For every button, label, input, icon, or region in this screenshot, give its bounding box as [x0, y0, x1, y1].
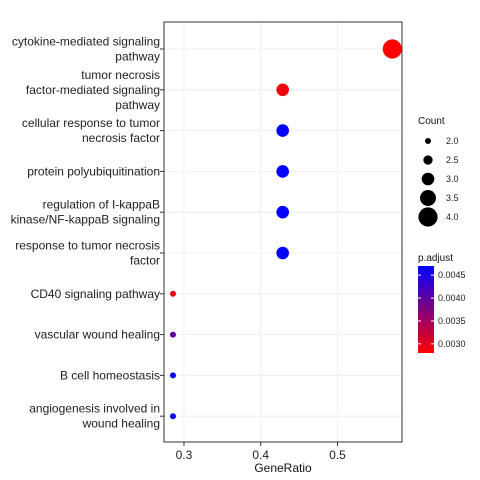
y-tick-label-line: tumor necrosis [81, 68, 160, 82]
data-point [382, 39, 402, 59]
y-tick-label: cytokine-mediated signaling pathway [12, 35, 160, 64]
y-axis: cytokine-mediated signaling pathwaytumor … [11, 35, 164, 431]
data-points [169, 39, 402, 420]
y-tick-label-line: wound healing [82, 417, 160, 431]
size-legend-label: 3.0 [446, 174, 459, 184]
data-point [276, 246, 289, 260]
y-tick-label-line: necrosis factor [82, 131, 160, 145]
color-legend: p.adjust 0.0030 0.0035 0.0040 0.0045 [418, 253, 466, 353]
y-tick-label: angiogenesis involved in wound healing [29, 402, 160, 431]
y-tick-label-line: response to tumor necrosis [15, 239, 160, 253]
color-legend-title: p.adjust [418, 253, 453, 264]
y-tick-label: response to tumor necrosis factor [15, 239, 160, 268]
size-legend-key [425, 138, 431, 144]
data-point [169, 331, 176, 338]
y-tick-label-line: pathway [115, 98, 160, 112]
color-legend-label: 0.0035 [438, 316, 466, 326]
y-tick-label-line: factor [130, 254, 160, 268]
size-legend-label: 4.0 [446, 212, 459, 222]
data-point [276, 205, 289, 219]
y-tick-label-line: pathway [115, 50, 160, 64]
data-point [169, 372, 176, 379]
y-tick-label-line: CD40 signaling pathway [31, 287, 160, 301]
y-tick-label-line: protein polyubiquitination [27, 164, 160, 178]
size-legend-title: Count [418, 116, 445, 127]
color-legend-label: 0.0040 [438, 293, 466, 303]
size-legend-label: 2.5 [446, 155, 459, 165]
data-point [276, 83, 289, 97]
x-axis-label: GeneRatio [254, 461, 312, 475]
y-tick-label-line: regulation of I-kappaB [43, 198, 160, 212]
size-legend-key [418, 207, 438, 227]
x-tick-label: 0.3 [176, 448, 193, 462]
data-point [169, 413, 176, 420]
y-tick-label-line: angiogenesis involved in [29, 402, 160, 416]
color-legend-bar [418, 266, 434, 353]
grid-major [164, 22, 402, 442]
color-legend-label: 0.0045 [438, 270, 466, 280]
x-tick-label: 0.4 [252, 448, 269, 462]
y-tick-label-line: B cell homeostasis [60, 368, 160, 382]
y-tick-label-line: cytokine-mediated signaling [12, 35, 160, 49]
y-tick-label: protein polyubiquitination [27, 164, 160, 178]
data-point [276, 165, 289, 178]
y-tick-label: cellular response to tumor necrosis facto… [22, 116, 160, 145]
size-legend-key [420, 190, 436, 206]
x-axis: 0.3 0.4 0.5 [176, 442, 346, 462]
data-point [169, 290, 176, 297]
y-tick-label: B cell homeostasis [60, 368, 160, 382]
y-tick-label-line: kinase/NF-kappaB signaling [11, 213, 160, 227]
y-tick-label: vascular wound healing [35, 328, 160, 342]
color-legend-label: 0.0030 [438, 339, 466, 349]
y-tick-label-line: vascular wound healing [35, 328, 160, 342]
plot-border [163, 21, 403, 443]
y-tick-label-line: cellular response to tumor [22, 116, 160, 130]
y-tick-label: tumor necrosis factor-mediated signaling p… [26, 68, 160, 112]
size-legend-key [421, 172, 435, 186]
size-legend-key [423, 155, 433, 165]
size-legend-label: 2.0 [446, 136, 459, 146]
y-tick-label: regulation of I-kappaB kinase/NF-kappaB s… [11, 198, 160, 227]
size-legend-label: 3.5 [446, 193, 459, 203]
x-tick-label: 0.5 [329, 448, 346, 462]
y-tick-label-line: factor-mediated signaling [26, 83, 160, 97]
y-tick-label: CD40 signaling pathway [31, 287, 160, 301]
data-point [276, 124, 289, 137]
